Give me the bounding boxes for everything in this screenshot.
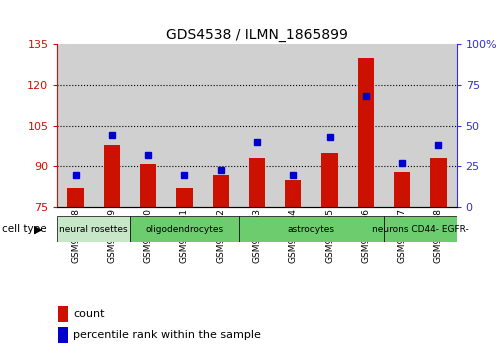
Bar	[67, 188, 84, 207]
Text: oligodendrocytes: oligodendrocytes	[145, 225, 224, 234]
Bar	[166, 44, 203, 207]
Bar	[384, 216, 457, 242]
Text: count: count	[73, 309, 105, 319]
Bar	[285, 180, 301, 207]
Bar	[394, 172, 410, 207]
Bar	[249, 158, 265, 207]
Text: cell type: cell type	[2, 224, 47, 234]
Bar	[58, 306, 68, 321]
Bar	[348, 44, 384, 207]
Title: GDS4538 / ILMN_1865899: GDS4538 / ILMN_1865899	[166, 28, 348, 42]
Bar	[57, 216, 130, 242]
Bar	[213, 175, 229, 207]
Bar	[130, 216, 239, 242]
Text: ▶: ▶	[34, 224, 42, 234]
Bar	[384, 44, 420, 207]
Bar	[94, 44, 130, 207]
Text: astrocytes: astrocytes	[288, 225, 335, 234]
Bar	[176, 188, 193, 207]
Bar	[130, 44, 166, 207]
Bar	[140, 164, 156, 207]
Bar	[57, 44, 94, 207]
Bar	[420, 44, 457, 207]
Bar	[275, 44, 311, 207]
Bar	[311, 44, 348, 207]
Bar	[203, 44, 239, 207]
Text: neurons CD44- EGFR-: neurons CD44- EGFR-	[372, 225, 469, 234]
Bar	[58, 327, 68, 343]
Bar	[321, 153, 338, 207]
Bar	[239, 216, 384, 242]
Bar	[430, 158, 447, 207]
Bar	[358, 58, 374, 207]
Text: percentile rank within the sample: percentile rank within the sample	[73, 330, 261, 341]
Text: neural rosettes: neural rosettes	[59, 225, 128, 234]
Bar	[239, 44, 275, 207]
Bar	[104, 145, 120, 207]
